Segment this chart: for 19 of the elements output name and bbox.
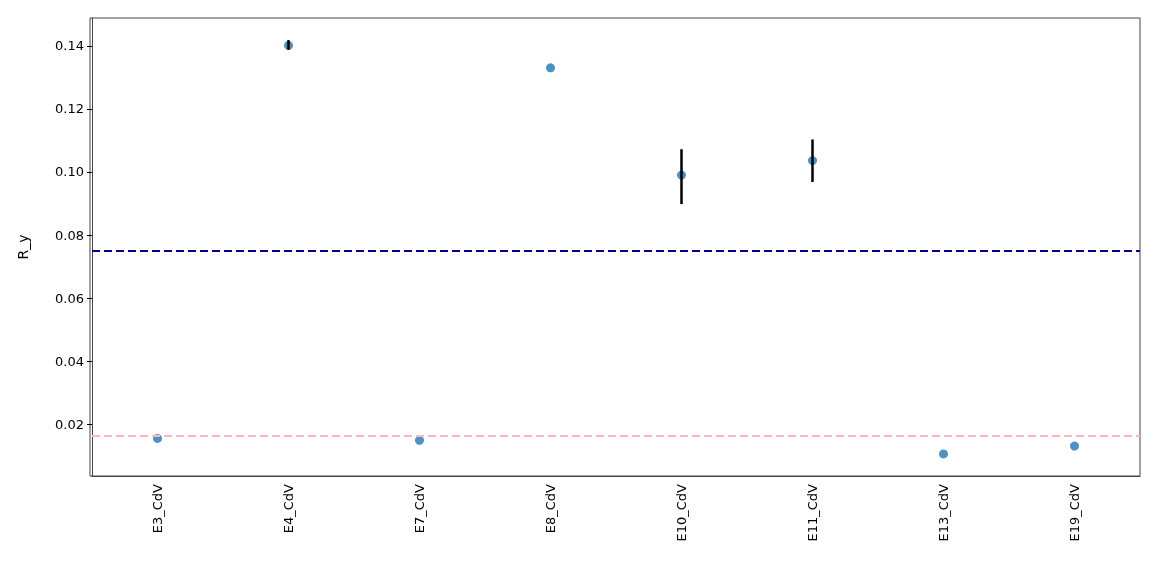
x-tick-label: E11_CdV bbox=[805, 483, 820, 542]
x-tick-label: E8_CdV bbox=[543, 483, 558, 534]
x-tick-label: E13_CdV bbox=[936, 483, 951, 542]
x-tick-label: E4_CdV bbox=[281, 483, 296, 534]
y-tick-label: 0.12 bbox=[55, 101, 84, 117]
y-tick-label: 0.10 bbox=[55, 164, 84, 180]
y-tick-label: 0.02 bbox=[55, 416, 84, 432]
x-tick-label: E19_CdV bbox=[1067, 483, 1082, 542]
y-tick-label: 0.08 bbox=[55, 227, 84, 243]
x-tick-label: E7_CdV bbox=[412, 483, 427, 534]
point bbox=[1070, 441, 1079, 451]
y-tick-label: 0.04 bbox=[55, 353, 84, 369]
x-tick-label: E10_CdV bbox=[674, 483, 689, 542]
point bbox=[546, 63, 555, 73]
x-tick-label: E3_CdV bbox=[150, 483, 165, 534]
point bbox=[939, 449, 948, 459]
y-tick-label: 0.06 bbox=[55, 290, 84, 306]
y-tick-label: 0.14 bbox=[55, 38, 84, 54]
y-axis-title: R_y bbox=[15, 234, 31, 260]
